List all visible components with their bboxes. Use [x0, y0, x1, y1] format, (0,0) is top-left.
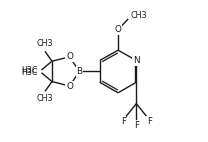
- Text: N: N: [133, 56, 140, 65]
- Text: O: O: [115, 25, 121, 34]
- Text: B: B: [76, 67, 82, 76]
- Text: CH3: CH3: [130, 11, 147, 20]
- Text: F: F: [121, 117, 126, 126]
- Text: H3C: H3C: [21, 68, 38, 77]
- Text: F: F: [134, 121, 139, 130]
- Text: CH3: CH3: [36, 39, 53, 48]
- Text: CH3: CH3: [36, 94, 53, 104]
- Text: O: O: [66, 52, 73, 61]
- Text: O: O: [66, 82, 73, 91]
- Text: H3C: H3C: [21, 65, 38, 75]
- Text: F: F: [147, 117, 152, 126]
